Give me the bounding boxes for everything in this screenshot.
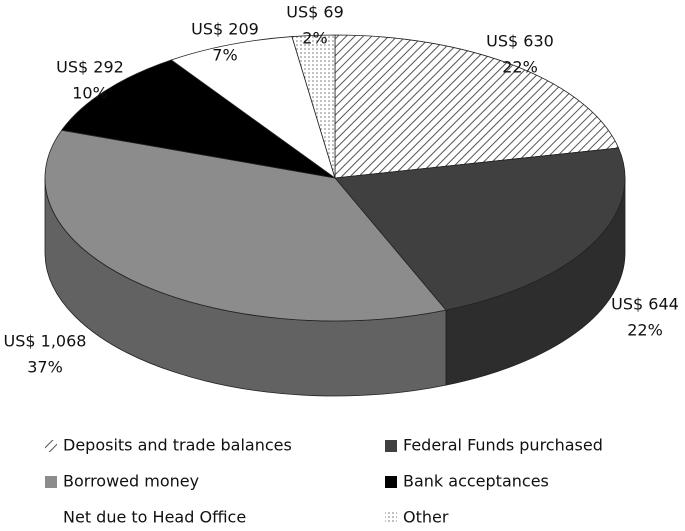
legend-label: Net due to Head Office: [63, 508, 246, 527]
legend-label: Borrowed money: [63, 472, 199, 491]
legend-swatch: [385, 440, 397, 452]
value-label: US$ 209: [191, 20, 259, 39]
percent-label: 22%: [627, 321, 663, 340]
value-label: US$ 292: [56, 58, 124, 77]
slice: [170, 36, 336, 180]
data-labels: US$ 630 22% US$ 644 22% US$ 1,068 37% US$ 292 1…: [4, 3, 679, 377]
legend-label: Deposits and trade balances: [63, 436, 292, 455]
slice: [334, 34, 620, 179]
pie: [44, 34, 626, 397]
percent-label: 10%: [72, 84, 108, 103]
slice: [291, 34, 336, 179]
legend-swatch: [385, 512, 397, 524]
legend: Deposits and trade balances Federal Funds…: [45, 436, 603, 527]
legend-swatch: [45, 512, 57, 524]
value-label: US$ 69: [286, 3, 344, 22]
legend-label: Federal Funds purchased: [403, 436, 603, 455]
legend-swatch: [385, 476, 397, 488]
legend-swatch: [45, 440, 57, 452]
value-label: US$ 644: [611, 295, 679, 314]
slice: [44, 129, 447, 322]
legend-swatch: [45, 476, 57, 488]
legend-label: Bank acceptances: [403, 472, 549, 491]
slice: [334, 147, 626, 311]
legend-label: Other: [403, 508, 449, 527]
value-label: US$ 1,068: [4, 332, 87, 351]
percent-label: 37%: [27, 358, 63, 377]
value-label: US$ 630: [486, 32, 554, 51]
percent-label: 7%: [212, 46, 237, 65]
slice: [60, 59, 336, 179]
percent-label: 22%: [502, 58, 538, 77]
percent-label: 2%: [302, 29, 327, 48]
